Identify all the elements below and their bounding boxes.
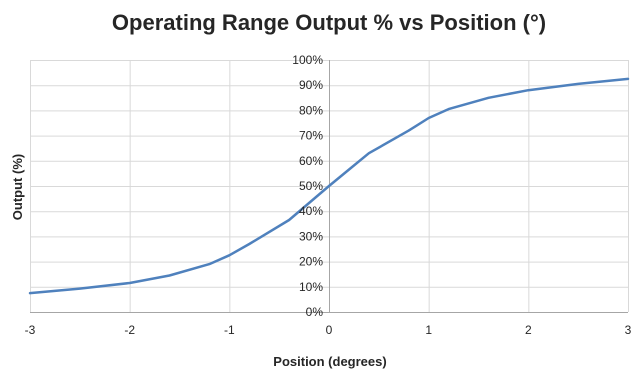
y-tick-label: 100% [292,53,323,67]
y-tick-label: 60% [299,154,323,168]
y-tick-label: 10% [299,280,323,294]
series-line [28,77,630,295]
y-tick-label: 0% [306,305,324,319]
y-tick-label: 50% [299,179,323,193]
y-tick-label: 90% [299,78,323,92]
y-tick-label: 20% [299,255,323,269]
x-tick-label: -3 [25,323,36,337]
x-axis-title: Position (degrees) [273,354,386,369]
x-tick-label: 0 [326,323,333,337]
x-tick-label: -2 [124,323,135,337]
y-axis-tick-labels: 0% 10% 20% 30% 40% 50% 60% 70% 80% 90% 100% [292,53,323,319]
x-tick-label: 1 [425,323,432,337]
x-tick-label: -1 [224,323,235,337]
chart-title: Operating Range Output % vs Position (°) [112,10,546,35]
y-tick-label: 30% [299,229,323,243]
y-tick-label: 70% [299,129,323,143]
x-axis-tick-labels: -3 -2 -1 0 1 2 3 [25,323,632,337]
series-layer [28,77,630,295]
x-tick-label: 3 [625,323,632,337]
y-tick-label: 40% [299,204,323,218]
y-tick-label: 80% [299,103,323,117]
y-axis-title: Output (%) [10,154,25,220]
x-tick-label: 2 [525,323,532,337]
